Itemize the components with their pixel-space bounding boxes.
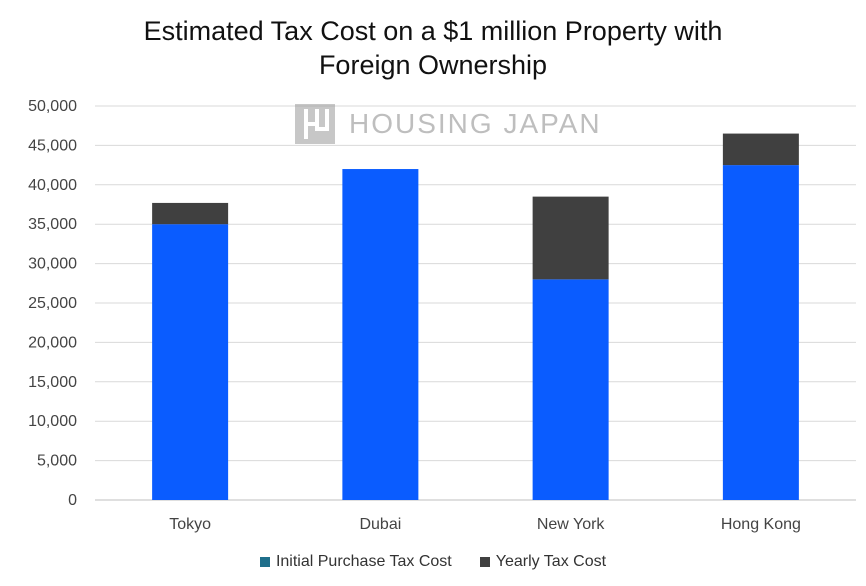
watermark: HOUSING JAPAN: [295, 104, 602, 144]
bar-yearly-hong-kong: [722, 133, 799, 166]
y-tick-label: 45,000: [28, 137, 77, 154]
chart-title-line-2: Foreign Ownership: [318, 50, 548, 80]
x-tick-label: New York: [537, 516, 606, 533]
y-tick-label: 40,000: [28, 177, 77, 194]
legend-item-initial-purchase: Initial Purchase Tax Cost: [259, 553, 452, 571]
legend-label-yearly: Yearly Tax Cost: [495, 553, 607, 570]
y-tick-label: 25,000: [28, 295, 77, 312]
y-tick-label: 50,000: [28, 98, 77, 115]
y-tick-label: 5,000: [37, 453, 77, 470]
y-tick-label: 10,000: [28, 413, 77, 430]
housing-japan-logo-icon: [295, 104, 335, 144]
bar-chart: 0 5,000 10,000 15,000 20,000 25,000 30,000 35,0…: [28, 98, 856, 533]
chart-title-line-1: Estimated Tax Cost on a $1 million Prope…: [143, 16, 723, 46]
y-tick-label: 0: [68, 492, 77, 509]
legend-swatch-yearly: [479, 557, 490, 567]
y-tick-label: 30,000: [28, 256, 77, 273]
bar-yearly-tokyo: [152, 202, 229, 225]
x-tick-label: Hong Kong: [721, 516, 801, 533]
bar-yearly-new-york: [532, 196, 609, 280]
y-tick-label: 15,000: [28, 374, 77, 391]
x-tick-label: Tokyo: [169, 516, 211, 533]
bar-initial-purchase-tokyo: [152, 224, 229, 500]
x-tick-label: Dubai: [359, 516, 401, 533]
legend: Initial Purchase Tax Cost Yearly Tax Cos…: [0, 553, 866, 571]
chart-title: Estimated Tax Cost on a $1 million Prope…: [0, 14, 866, 82]
legend-swatch-initial-purchase: [259, 557, 270, 567]
y-tick-label: 35,000: [28, 216, 77, 233]
bar-initial-purchase-hong-kong: [722, 165, 799, 500]
bar-initial-purchase-dubai: [342, 169, 419, 501]
y-tick-label: 20,000: [28, 334, 77, 351]
bar-initial-purchase-new-york: [532, 279, 609, 500]
legend-item-yearly: Yearly Tax Cost: [479, 553, 607, 571]
watermark-text: HOUSING JAPAN: [349, 108, 602, 139]
legend-label-initial-purchase: Initial Purchase Tax Cost: [275, 553, 452, 570]
